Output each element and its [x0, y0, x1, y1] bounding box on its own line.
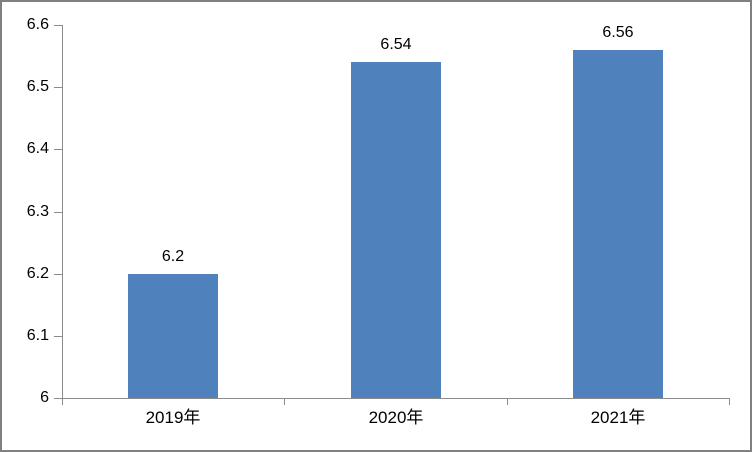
x-axis-tick — [507, 398, 508, 405]
bar-data-label: 6.56 — [602, 24, 634, 41]
y-axis-tick — [54, 274, 62, 275]
y-axis-tick — [54, 87, 62, 88]
y-axis-tick-label: 6 — [40, 389, 49, 406]
y-axis-tick-label: 6.2 — [26, 265, 49, 282]
y-axis-line — [62, 25, 63, 398]
x-axis-tick — [284, 398, 285, 405]
y-axis-tick — [54, 398, 62, 399]
x-axis-line — [62, 398, 730, 399]
y-axis-tick-label: 6.4 — [26, 140, 49, 157]
x-axis-tick — [62, 398, 63, 405]
bar-2020年 — [351, 62, 441, 398]
bar-data-label: 6.54 — [380, 36, 412, 53]
y-axis-tick-label: 6.1 — [26, 327, 49, 344]
y-axis-tick — [54, 336, 62, 337]
y-axis-tick-label: 6.3 — [26, 203, 49, 220]
bar-data-label: 6.2 — [161, 248, 185, 265]
y-axis-tick-label: 6.6 — [26, 16, 49, 33]
x-axis-category-label: 2019年 — [145, 408, 201, 427]
y-axis-tick — [54, 25, 62, 26]
y-axis-tick-label: 6.5 — [26, 78, 49, 95]
x-axis-category-label: 2020年 — [368, 408, 424, 427]
x-axis-category-label: 2021年 — [590, 408, 646, 427]
bar-2021年 — [573, 50, 663, 398]
y-axis-tick — [54, 149, 62, 150]
bar-2019年 — [128, 274, 218, 398]
y-axis-tick — [54, 212, 62, 213]
x-axis-tick — [729, 398, 730, 405]
